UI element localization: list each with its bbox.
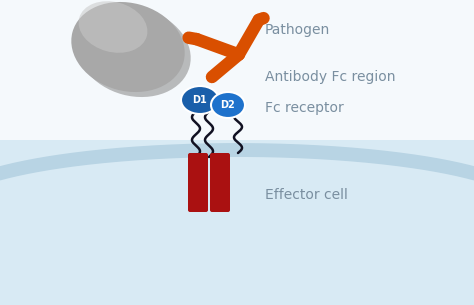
Text: Pathogen: Pathogen [265,23,330,37]
FancyBboxPatch shape [188,153,208,212]
Ellipse shape [211,92,245,118]
Polygon shape [0,140,474,305]
Text: Antibody Fc region: Antibody Fc region [265,70,395,84]
Text: Effector cell: Effector cell [265,188,348,202]
Ellipse shape [79,1,147,53]
Ellipse shape [71,2,185,92]
Text: Fc receptor: Fc receptor [265,101,344,115]
Text: D1: D1 [192,95,207,105]
Ellipse shape [77,7,191,97]
Text: D2: D2 [220,100,236,110]
FancyBboxPatch shape [210,153,230,212]
Ellipse shape [181,86,219,114]
